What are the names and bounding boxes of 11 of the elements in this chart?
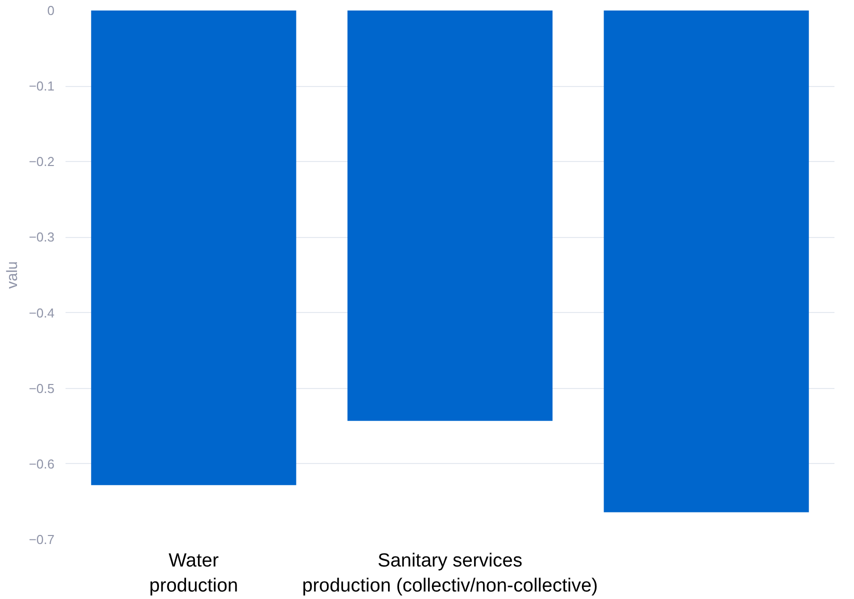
- y-tick-label: −0.2: [28, 154, 55, 170]
- y-tick-label: −0.1: [28, 78, 55, 94]
- y-tick-label: −0.6: [28, 456, 55, 472]
- y-tick-label: −0.7: [28, 532, 55, 547]
- x-tick-label: Water production: [149, 550, 238, 597]
- x-tick-label: Sanitary services production (collectiv/non-collective): [302, 550, 598, 597]
- y-tick-label: −0.4: [28, 305, 55, 320]
- y-axis-title: valu: [4, 261, 21, 289]
- y-tick-label: −0.5: [28, 380, 55, 396]
- y-tick-label: −0.3: [28, 230, 55, 245]
- y-tick-label: 0: [47, 3, 55, 18]
